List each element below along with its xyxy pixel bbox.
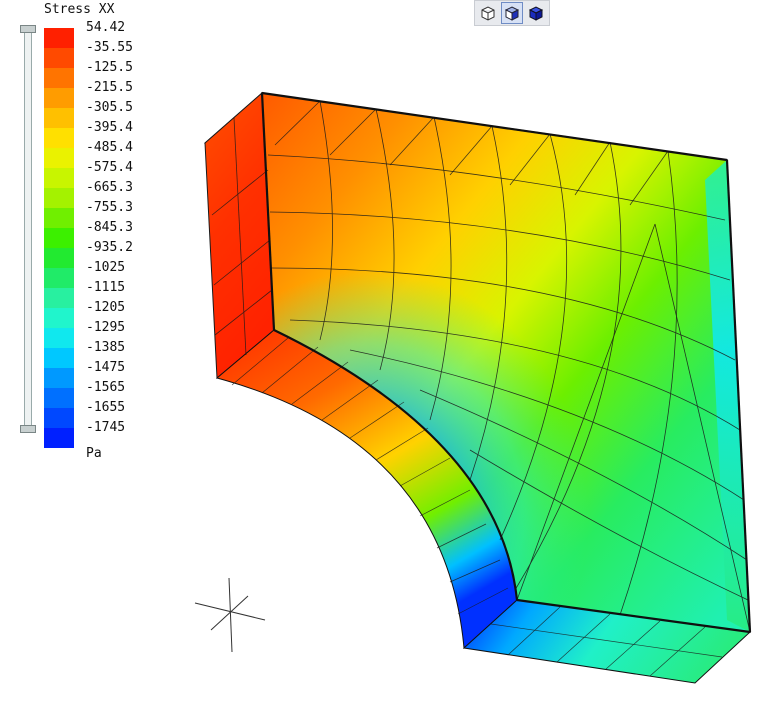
wireframe-view-button[interactable] [477,2,499,24]
legend-swatch [44,248,74,268]
legend-swatch [44,188,74,208]
legend-value-label: -125.5 [86,60,133,75]
legend-swatch [44,268,74,288]
legend-value-label: -575.4 [86,160,133,175]
legend-value-label: -1295 [86,320,126,335]
legend-swatch [44,128,74,148]
model-edges [260,91,752,634]
legend-value-label: -1025 [86,260,126,275]
model-mesh-lines-bottom [490,606,723,677]
model-right-face [705,160,750,632]
legend-swatch [44,168,74,188]
legend-swatch [44,308,74,328]
cube-outline-icon [481,6,495,21]
shaded-view-button[interactable] [501,2,523,24]
legend-value-label: -1475 [86,360,126,375]
legend-color-scale [44,28,74,448]
legend-unit: Pa [86,446,102,461]
legend-value-label: -485.4 [86,140,133,155]
legend-value-label: -305.5 [86,100,133,115]
legend-value-label: -755.3 [86,200,133,215]
coordinate-axes-icon [194,577,266,653]
legend-swatch [44,48,74,68]
legend-swatch [44,408,74,428]
legend-value-label: -1385 [86,340,126,355]
legend-swatch [44,368,74,388]
model-mesh-lines [267,100,751,633]
legend-slider-bottom-handle[interactable] [20,425,36,433]
legend-value-label: -1115 [86,280,126,295]
legend-value-label: -395.4 [86,120,133,135]
legend-swatch [44,228,74,248]
legend-swatch [44,328,74,348]
legend-value-label: -1655 [86,400,126,415]
legend-value-label: -665.3 [86,180,133,195]
view-mode-toolbar [474,0,550,26]
legend-swatch [44,348,74,368]
legend-swatch [44,208,74,228]
legend-value-label: 54.42 [86,20,126,35]
legend-value-label: -1565 [86,380,126,395]
legend-swatch [44,68,74,88]
legend-slider-top-handle[interactable] [20,25,36,33]
cube-solid-icon [528,6,544,21]
legend-swatch [44,108,74,128]
legend-swatch [44,288,74,308]
legend-value-label: -1205 [86,300,126,315]
cube-shaded-icon [504,6,520,21]
legend-value-label: -935.2 [86,240,133,255]
legend-swatch [44,88,74,108]
legend-value-labels: 54.42 -35.55 -125.5 -215.5 -305.5 -395.4 -485.… [86,20,133,440]
legend-swatch [44,428,74,448]
solid-view-button[interactable] [525,2,547,24]
legend-value-label: -35.55 [86,40,133,55]
legend-value-label: -845.3 [86,220,133,235]
model-mesh-lines-arc [231,337,509,615]
legend-title: Stress XX [44,2,115,17]
model-front-blue-region [262,93,750,632]
legend-value-label: -215.5 [86,80,133,95]
model-mesh-lines-top-left [211,100,669,356]
legend-value-label: -1745 [86,420,126,435]
legend-swatch [44,148,74,168]
legend-swatch [44,28,74,48]
legend-swatch [44,388,74,408]
